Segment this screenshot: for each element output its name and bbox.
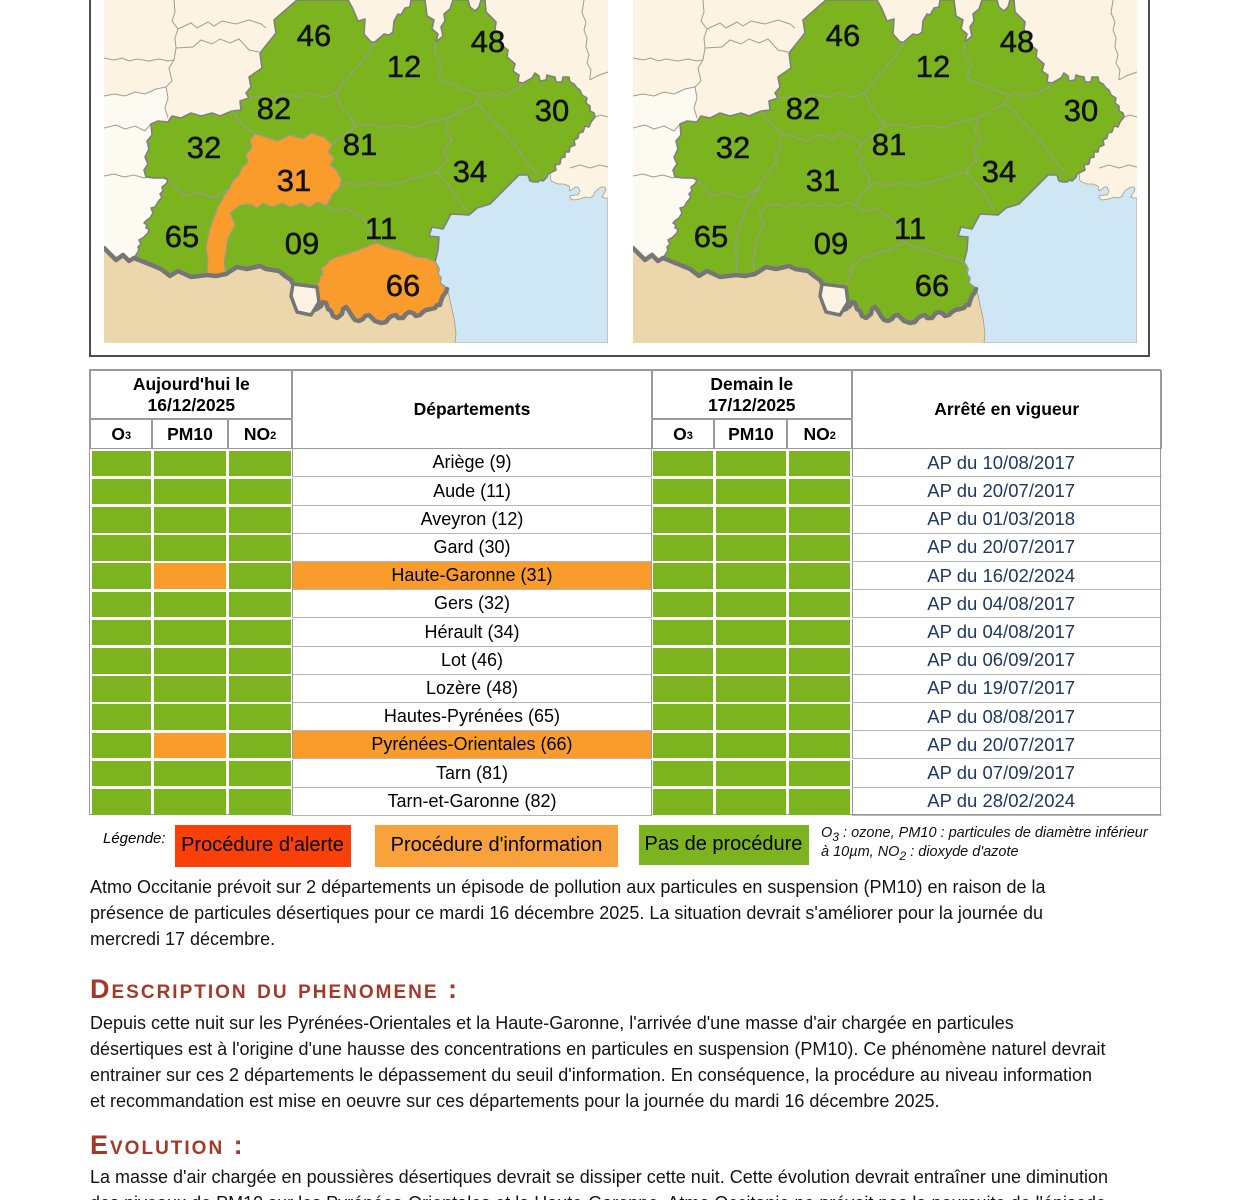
svg-text:12: 12	[916, 49, 950, 84]
svg-text:11: 11	[364, 211, 396, 246]
svg-text:34: 34	[452, 154, 486, 189]
svg-text:31: 31	[276, 163, 310, 198]
svg-text:32: 32	[186, 130, 220, 165]
svg-text:12: 12	[386, 49, 420, 84]
svg-text:82: 82	[786, 91, 820, 126]
svg-text:81: 81	[872, 127, 906, 162]
svg-text:34: 34	[982, 154, 1016, 189]
svg-text:30: 30	[534, 93, 568, 128]
svg-text:32: 32	[716, 130, 750, 165]
svg-text:66: 66	[385, 268, 419, 303]
svg-text:09: 09	[814, 226, 848, 261]
svg-text:65: 65	[164, 219, 198, 254]
svg-text:48: 48	[1000, 24, 1034, 59]
svg-text:65: 65	[694, 219, 728, 254]
svg-text:82: 82	[256, 91, 290, 126]
svg-text:81: 81	[342, 127, 376, 162]
svg-text:66: 66	[915, 268, 949, 303]
svg-text:46: 46	[296, 18, 330, 53]
svg-text:48: 48	[470, 24, 504, 59]
svg-text:46: 46	[826, 18, 860, 53]
svg-text:31: 31	[806, 163, 840, 198]
svg-text:11: 11	[894, 211, 926, 246]
svg-text:30: 30	[1064, 93, 1098, 128]
svg-text:09: 09	[284, 226, 318, 261]
